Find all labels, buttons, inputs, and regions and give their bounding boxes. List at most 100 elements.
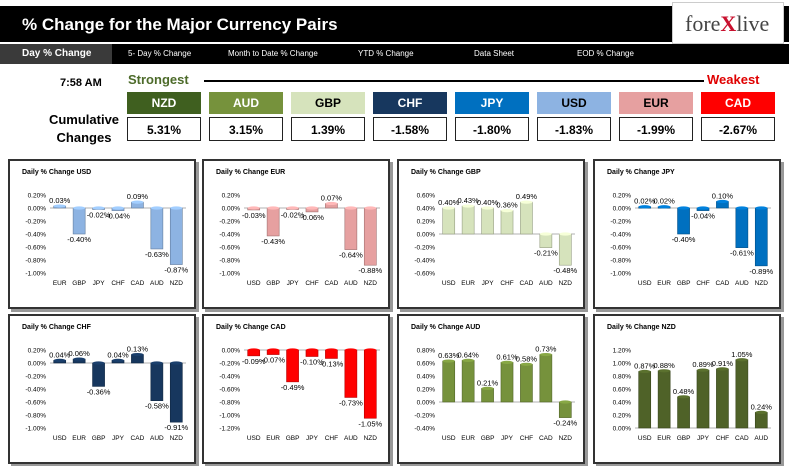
data-label: 0.03% <box>49 196 71 205</box>
x-category-label: USD <box>638 435 652 442</box>
bar-cap <box>716 367 729 371</box>
bar-cap <box>305 348 319 352</box>
x-category-label: JPY <box>306 435 319 442</box>
bar-chart: 0.20% 0.00% -0.20% -0.40% -0.60% -0.80% -1.00%… <box>610 192 773 288</box>
x-category-label: GBP <box>481 435 495 442</box>
bar-nzd <box>558 233 572 266</box>
tile-gbp-code: GBP <box>291 92 365 114</box>
cumulative-changes-label: Cumulative Changes <box>48 112 120 145</box>
x-category-label: NZD <box>170 280 184 287</box>
data-label: 0.88% <box>654 361 676 370</box>
x-category-label: CAD <box>325 280 339 287</box>
bar-cap <box>325 201 338 206</box>
y-tick-label: -0.60% <box>219 387 240 394</box>
data-label: -0.64% <box>339 251 363 260</box>
y-tick-label: -0.60% <box>414 271 435 278</box>
bar-cap <box>716 199 729 204</box>
bar-cap <box>344 348 357 352</box>
y-tick-label: -0.80% <box>25 413 46 420</box>
bar-nzd <box>169 362 183 423</box>
data-label: -0.58% <box>145 402 169 411</box>
data-label: 0.09% <box>127 192 149 201</box>
data-label: -0.02% <box>87 210 111 219</box>
y-tick-label: -0.60% <box>610 245 631 252</box>
tab-ytd-change[interactable]: YTD % Change <box>358 49 414 58</box>
y-tick-label: 0.40% <box>613 400 632 407</box>
bar-usd <box>638 371 652 429</box>
bar-nzd <box>169 207 183 265</box>
y-tick-label: -0.20% <box>219 361 240 368</box>
bar-chart: 0.60%0.40%0.20%0.00%-0.20%-0.40%-0.60%0.… <box>414 192 577 287</box>
x-category-label: USD <box>442 435 456 442</box>
bar-cap <box>286 206 299 210</box>
data-label: 0.21% <box>477 378 499 387</box>
data-label: -0.10% <box>300 358 324 367</box>
y-tick-label: 0.00% <box>222 348 241 355</box>
x-category-label: USD <box>247 435 261 442</box>
y-tick-label: 0.20% <box>417 387 436 394</box>
x-category-label: GBP <box>677 280 691 287</box>
data-label: 0.43% <box>458 196 480 205</box>
bar-cap <box>755 410 768 414</box>
forexlive-logo[interactable]: foreXlive <box>672 2 784 44</box>
bar-cap <box>638 205 651 209</box>
bar-gbp <box>677 207 690 235</box>
y-tick-label: 0.80% <box>613 374 632 381</box>
data-label: -0.09% <box>242 357 266 366</box>
x-category-label: JPY <box>501 435 514 442</box>
x-category-label: CHF <box>325 435 338 442</box>
bar-cap <box>755 206 768 210</box>
x-category-label: EUR <box>461 435 475 442</box>
bar-chart: 0.20% 0.00% -0.20% -0.40% -0.60% -0.80% -1.00%… <box>219 193 382 288</box>
x-category-label: CAD <box>716 280 730 287</box>
chart-title: Daily % Change CAD <box>216 324 286 331</box>
tab-eod-change[interactable]: EOD % Change <box>577 49 634 58</box>
x-category-label: AUD <box>735 280 749 287</box>
bar-cap <box>131 200 144 204</box>
y-tick-label: -1.00% <box>219 271 240 278</box>
bar-aud <box>150 362 164 402</box>
y-tick-label: -0.80% <box>219 258 240 265</box>
tile-nzd-code: NZD <box>127 92 201 114</box>
chart-panel-5: Daily % Change CAD 0.00% -0.20% -0.40% -0.60… <box>202 314 390 464</box>
bar-nzd <box>363 349 377 419</box>
data-label: -0.40% <box>672 235 696 244</box>
y-tick-label: -0.80% <box>610 258 631 265</box>
bar-cap <box>520 362 533 366</box>
data-label: -0.06% <box>300 213 324 222</box>
data-label: 0.49% <box>516 192 538 201</box>
chart-panel-4: Daily % Change CHF 0.20% 0.00% -0.20% -0.40%… <box>8 314 196 464</box>
data-label: -0.03% <box>242 211 266 220</box>
data-label: 0.24% <box>751 402 773 411</box>
chart-panel-6: Daily % Change AUD 0.80% 0.60% 0.40% 0.20% 0.… <box>397 314 585 464</box>
data-label: 0.58% <box>516 354 538 363</box>
tab-day-change[interactable]: Day % Change <box>0 44 112 64</box>
tile-cad-code: CAD <box>701 92 775 114</box>
bar-gbp <box>286 349 299 383</box>
tab-data-sheet[interactable]: Data Sheet <box>474 49 515 58</box>
x-category-label: AUD <box>754 435 768 442</box>
bar-cap <box>442 359 455 363</box>
tab-month-to-date[interactable]: Month to Date % Change <box>228 49 318 58</box>
x-category-label: EUR <box>266 435 280 442</box>
y-tick-label: 0.00% <box>28 206 47 213</box>
x-category-label: USD <box>53 435 67 442</box>
bar-chart: 0.20% 0.00% -0.20% -0.40% -0.60% -0.80% -1.00%… <box>25 345 188 442</box>
y-tick-label: -0.40% <box>219 232 240 239</box>
bar-cap <box>73 206 86 210</box>
y-tick-label: 0.80% <box>417 348 436 355</box>
bar-jpy <box>481 207 494 235</box>
y-tick-label: 0.20% <box>222 193 241 200</box>
bar-cap <box>344 206 357 210</box>
y-tick-label: 0.00% <box>613 206 632 213</box>
tile-nzd-value: 5.31% <box>127 117 201 141</box>
y-tick-label: -0.20% <box>414 413 435 420</box>
x-category-label: USD <box>442 280 456 287</box>
x-category-label: EUR <box>72 435 86 442</box>
tab-5-day-change[interactable]: 5- Day % Change <box>128 49 192 58</box>
bar-chf <box>716 368 729 429</box>
bar-gbp <box>481 388 494 403</box>
x-category-label: AUD <box>539 280 553 287</box>
bar-aud <box>150 207 164 250</box>
chart-title: Daily % Change GBP <box>411 169 481 176</box>
